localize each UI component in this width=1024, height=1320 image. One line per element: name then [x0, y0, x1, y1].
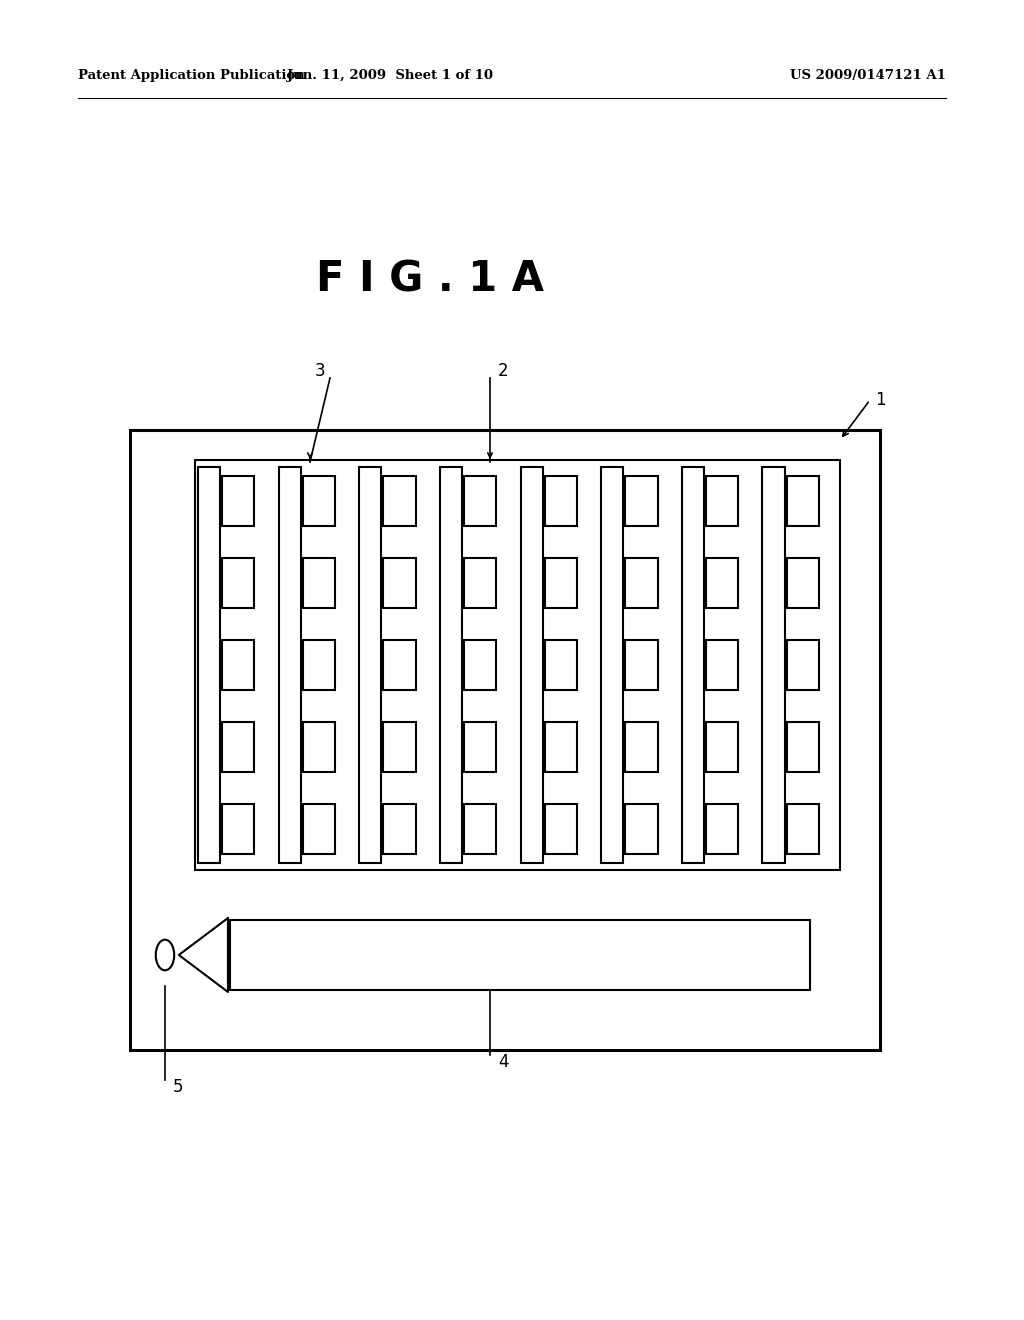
- Bar: [786, 477, 819, 525]
- Bar: [440, 466, 462, 863]
- Bar: [195, 459, 840, 870]
- Bar: [303, 804, 335, 854]
- Bar: [786, 722, 819, 772]
- Text: Patent Application Publication: Patent Application Publication: [78, 69, 305, 82]
- Bar: [706, 640, 738, 690]
- Bar: [130, 430, 880, 1049]
- Bar: [359, 466, 382, 863]
- Bar: [545, 722, 577, 772]
- Bar: [383, 722, 416, 772]
- Bar: [303, 722, 335, 772]
- Bar: [222, 477, 254, 525]
- Bar: [222, 640, 254, 690]
- Bar: [626, 477, 657, 525]
- Bar: [545, 477, 577, 525]
- Bar: [383, 558, 416, 609]
- Ellipse shape: [156, 940, 174, 970]
- Bar: [706, 477, 738, 525]
- Bar: [198, 466, 220, 863]
- Bar: [545, 804, 577, 854]
- Text: F I G . 1 A: F I G . 1 A: [316, 259, 544, 301]
- Bar: [626, 722, 657, 772]
- Bar: [520, 466, 543, 863]
- Bar: [626, 558, 657, 609]
- Bar: [279, 466, 301, 863]
- Bar: [222, 804, 254, 854]
- Bar: [383, 640, 416, 690]
- Bar: [464, 722, 497, 772]
- Text: 5: 5: [173, 1077, 183, 1096]
- Bar: [464, 640, 497, 690]
- Bar: [222, 722, 254, 772]
- Bar: [303, 477, 335, 525]
- Bar: [706, 722, 738, 772]
- Bar: [464, 804, 497, 854]
- Text: 1: 1: [876, 391, 886, 409]
- Bar: [303, 640, 335, 690]
- Bar: [786, 640, 819, 690]
- Bar: [682, 466, 703, 863]
- Text: 3: 3: [314, 363, 326, 380]
- Bar: [626, 640, 657, 690]
- Bar: [383, 477, 416, 525]
- Bar: [626, 804, 657, 854]
- Bar: [763, 466, 784, 863]
- Text: US 2009/0147121 A1: US 2009/0147121 A1: [791, 69, 946, 82]
- Bar: [786, 804, 819, 854]
- Bar: [383, 804, 416, 854]
- Bar: [464, 558, 497, 609]
- Bar: [303, 558, 335, 609]
- Bar: [464, 477, 497, 525]
- Text: 4: 4: [499, 1052, 509, 1071]
- Bar: [601, 466, 624, 863]
- Text: Jun. 11, 2009  Sheet 1 of 10: Jun. 11, 2009 Sheet 1 of 10: [287, 69, 493, 82]
- Text: 2: 2: [499, 363, 509, 380]
- Bar: [545, 558, 577, 609]
- Bar: [706, 558, 738, 609]
- Bar: [545, 640, 577, 690]
- Bar: [230, 920, 810, 990]
- Bar: [706, 804, 738, 854]
- Bar: [786, 558, 819, 609]
- Bar: [222, 558, 254, 609]
